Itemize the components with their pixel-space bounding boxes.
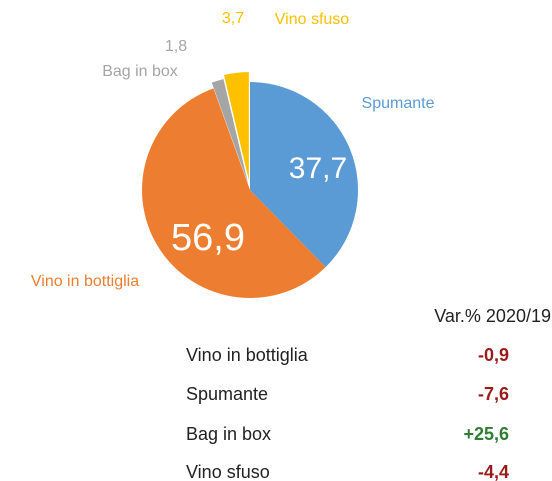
row-name: Bag in box (186, 424, 271, 444)
row-name: Vino in bottiglia (186, 345, 309, 365)
slice-label: Vino sfuso (275, 11, 350, 28)
slice-label: Vino in bottiglia (31, 273, 139, 290)
row-name: Vino sfuso (186, 462, 270, 481)
value-label: 1,8 (165, 38, 187, 55)
value-label: 3,7 (222, 10, 244, 27)
pie-slice (141, 88, 326, 298)
row-value: -4,4 (478, 462, 509, 481)
slice-label: Spumante (362, 95, 435, 112)
slice-label: Bag in box (102, 63, 178, 80)
pie-slice (223, 72, 249, 181)
pie-slice (250, 82, 358, 268)
row-value: +25,6 (463, 424, 509, 444)
value-label: 56,9 (171, 217, 245, 259)
pie-slice (211, 79, 249, 185)
row-value: -0,9 (478, 345, 509, 365)
value-label: 37,7 (289, 152, 347, 185)
table-header: Var.% 2020/19 (434, 306, 551, 326)
row-name: Spumante (186, 384, 268, 404)
row-value: -7,6 (478, 384, 509, 404)
